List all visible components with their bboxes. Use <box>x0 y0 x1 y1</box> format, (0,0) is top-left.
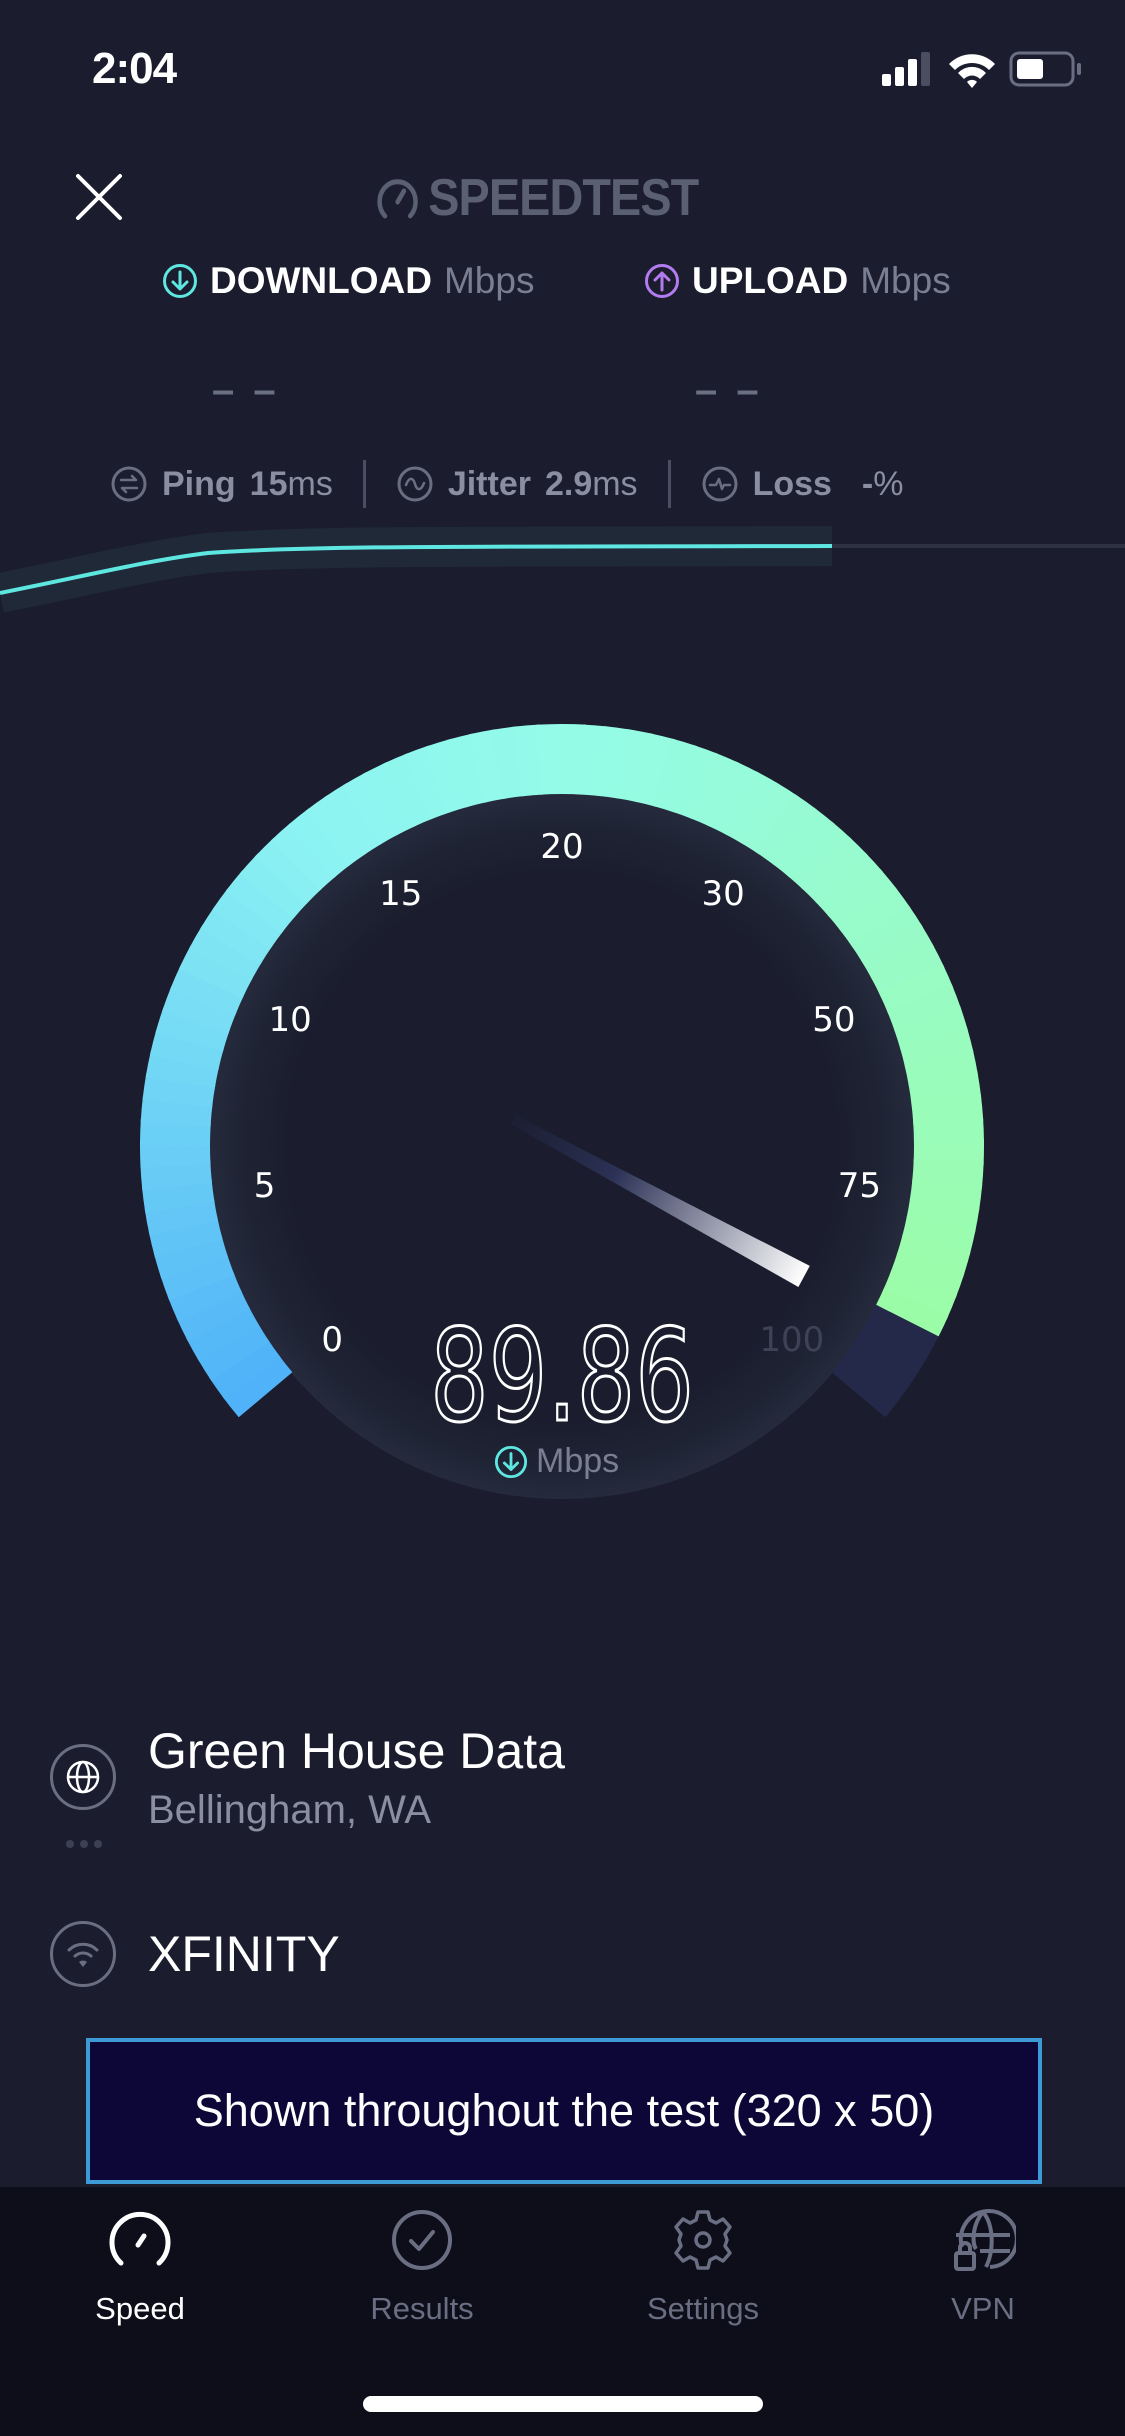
cellular-signal-icon <box>882 52 930 86</box>
progress-glow <box>0 526 833 613</box>
status-time: 2:04 <box>92 44 177 93</box>
stats-row: Ping 15ms Jitter 2.9ms Loss -% <box>110 458 903 510</box>
gauge-tick-label: 10 <box>268 1000 311 1040</box>
download-arrow-icon <box>163 264 197 298</box>
provider-name: XFINITY <box>148 1926 340 1982</box>
loss-stat: Loss -% <box>701 464 904 504</box>
download-label: DOWNLOAD <box>210 260 432 301</box>
gauge-tick-label: 50 <box>812 1000 855 1040</box>
gauge-needle <box>511 1115 810 1288</box>
gauge-unit-row: Mbps <box>494 1442 619 1481</box>
download-header: DOWNLOAD Mbps <box>162 260 534 302</box>
wifi-icon <box>67 1942 99 1967</box>
tab-vpn[interactable]: VPN <box>883 2207 1083 2327</box>
ping-stat: Ping 15ms <box>110 465 333 504</box>
gauge-tick-label: 15 <box>379 874 422 914</box>
speed-gauge-area: 0 5 10 15 20 30 50 75 100 89.86 <box>0 526 1125 1499</box>
divider <box>362 460 366 508</box>
gauge-value: 89.86 <box>430 1302 694 1451</box>
check-circle-icon <box>392 2210 452 2270</box>
jitter-label: Jitter <box>447 464 531 503</box>
ping-label: Ping <box>162 464 236 503</box>
download-unit: Mbps <box>443 260 535 301</box>
upload-unit: Mbps <box>860 260 951 301</box>
jitter-value: 2.9 <box>544 464 593 503</box>
gear-icon <box>674 2210 732 2270</box>
upload-arrow-icon <box>645 264 679 298</box>
loss-unit: % <box>873 464 904 503</box>
loss-label: Loss <box>752 464 832 503</box>
upload-header: UPLOAD Mbps <box>644 260 951 302</box>
gauge-tick-label: 30 <box>702 874 745 914</box>
gauge-arc-segment <box>876 1287 949 1337</box>
jitter-unit: ms <box>592 464 638 503</box>
speedtest-logo: SPEEDTEST <box>376 169 699 227</box>
status-icons <box>882 51 1081 88</box>
ping-unit: ms <box>287 464 333 503</box>
loss-icon <box>702 466 738 502</box>
server-icon-button[interactable] <box>50 1744 116 1810</box>
ping-value: 15 <box>249 464 288 503</box>
home-indicator[interactable] <box>363 2396 763 2412</box>
tab-results[interactable]: Results <box>322 2207 522 2327</box>
gauge-arc <box>140 724 984 1418</box>
gauge-track <box>831 1304 939 1418</box>
speedometer-icon <box>377 179 418 219</box>
tab-label: VPN <box>951 2291 1015 2326</box>
gauge-tick-label: 75 <box>838 1166 881 1206</box>
loss-value: - <box>861 464 874 503</box>
download-value: – – <box>212 368 280 412</box>
close-icon[interactable] <box>74 172 124 222</box>
upload-value: – – <box>695 368 763 412</box>
provider-icon <box>50 1921 116 1987</box>
wifi-icon <box>949 54 995 88</box>
upload-label: UPLOAD <box>692 260 849 301</box>
gauge-tick-label: 5 <box>254 1166 276 1206</box>
tab-label: Results <box>370 2291 474 2326</box>
tab-bar: Speed Results Settings VPN <box>0 2187 1125 2436</box>
tab-speed[interactable]: Speed <box>40 2207 240 2327</box>
globe-lock-icon <box>954 2209 1016 2271</box>
tab-label: Settings <box>646 2291 759 2326</box>
tab-label: Speed <box>95 2291 185 2326</box>
gauge-unit: Mbps <box>536 1442 620 1480</box>
jitter-icon <box>397 466 433 502</box>
server-name[interactable]: Green House Data <box>148 1723 565 1779</box>
gauge-ticks: 0 5 10 15 20 30 50 75 100 <box>254 827 881 1360</box>
gauge-tick-label: 20 <box>540 827 583 867</box>
progress-line <box>0 544 833 595</box>
server-location: Bellingham, WA <box>148 1788 432 1832</box>
speedometer-icon <box>109 2212 171 2266</box>
gauge-tick-label: 0 <box>321 1320 343 1360</box>
battery-icon <box>1009 51 1081 87</box>
download-arrow-icon <box>494 1445 528 1478</box>
more-dots-icon <box>66 1840 102 1848</box>
logo-text: SPEEDTEST <box>428 169 699 227</box>
ad-text: Shown throughout the test (320 x 50) <box>193 2085 935 2136</box>
tab-settings[interactable]: Settings <box>603 2207 803 2327</box>
divider <box>667 460 671 508</box>
ping-icon <box>111 466 147 502</box>
jitter-stat: Jitter 2.9ms <box>396 465 638 504</box>
ad-banner[interactable]: Shown throughout the test (320 x 50) <box>86 2038 1042 2184</box>
globe-icon <box>66 1760 100 1794</box>
gauge-tick-label: 100 <box>759 1320 824 1360</box>
